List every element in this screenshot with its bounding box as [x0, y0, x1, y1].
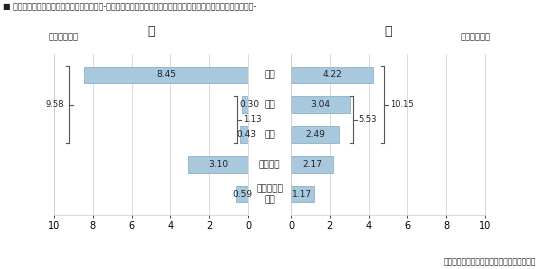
Bar [242, 96, 248, 113]
Bar [291, 156, 333, 173]
Text: 夫: 夫 [147, 25, 155, 38]
Text: 妻: 妻 [384, 25, 392, 38]
Bar [240, 126, 248, 143]
Text: 0.30: 0.30 [239, 100, 259, 109]
Text: （時間－分）: （時間－分） [460, 33, 490, 42]
Text: 0.59: 0.59 [232, 190, 252, 199]
Text: ■ 主な行動の種類別生活時間（平成１８年）-週全体、末子が３歳未満の共共席世帯の夫・妻（夫婦と子供の世帯）-: ■ 主な行動の種類別生活時間（平成１８年）-週全体、末子が３歳未満の共共席世帯の… [3, 3, 256, 12]
Bar [84, 66, 248, 83]
Text: 0.43: 0.43 [237, 130, 257, 139]
Bar [291, 96, 350, 113]
Text: 家事: 家事 [264, 100, 275, 109]
Text: 2.17: 2.17 [302, 160, 322, 169]
Text: 総務省「平成１８年社会生活基本調査」より: 総務省「平成１８年社会生活基本調査」より [444, 257, 536, 266]
Text: 3.04: 3.04 [310, 100, 330, 109]
Text: 1.13: 1.13 [243, 115, 261, 124]
Text: 育児: 育児 [264, 130, 275, 139]
Text: 4.22: 4.22 [322, 70, 342, 79]
Bar [291, 126, 340, 143]
Text: 自由時間: 自由時間 [259, 160, 280, 169]
Text: （時間－分）: （時間－分） [49, 33, 79, 42]
Bar [237, 186, 248, 203]
Text: 仕事: 仕事 [264, 70, 275, 79]
Text: 9.58: 9.58 [45, 100, 64, 109]
Text: 1.17: 1.17 [292, 190, 313, 199]
Text: 3.10: 3.10 [208, 160, 228, 169]
Bar [291, 186, 314, 203]
Text: 10.15: 10.15 [390, 100, 413, 109]
Text: 5.53: 5.53 [358, 115, 377, 124]
Bar [291, 66, 373, 83]
Text: 2.49: 2.49 [305, 130, 325, 139]
Text: 身の回りの
用事: 身の回りの 用事 [256, 185, 283, 204]
Bar [188, 156, 248, 173]
Text: 8.45: 8.45 [156, 70, 176, 79]
